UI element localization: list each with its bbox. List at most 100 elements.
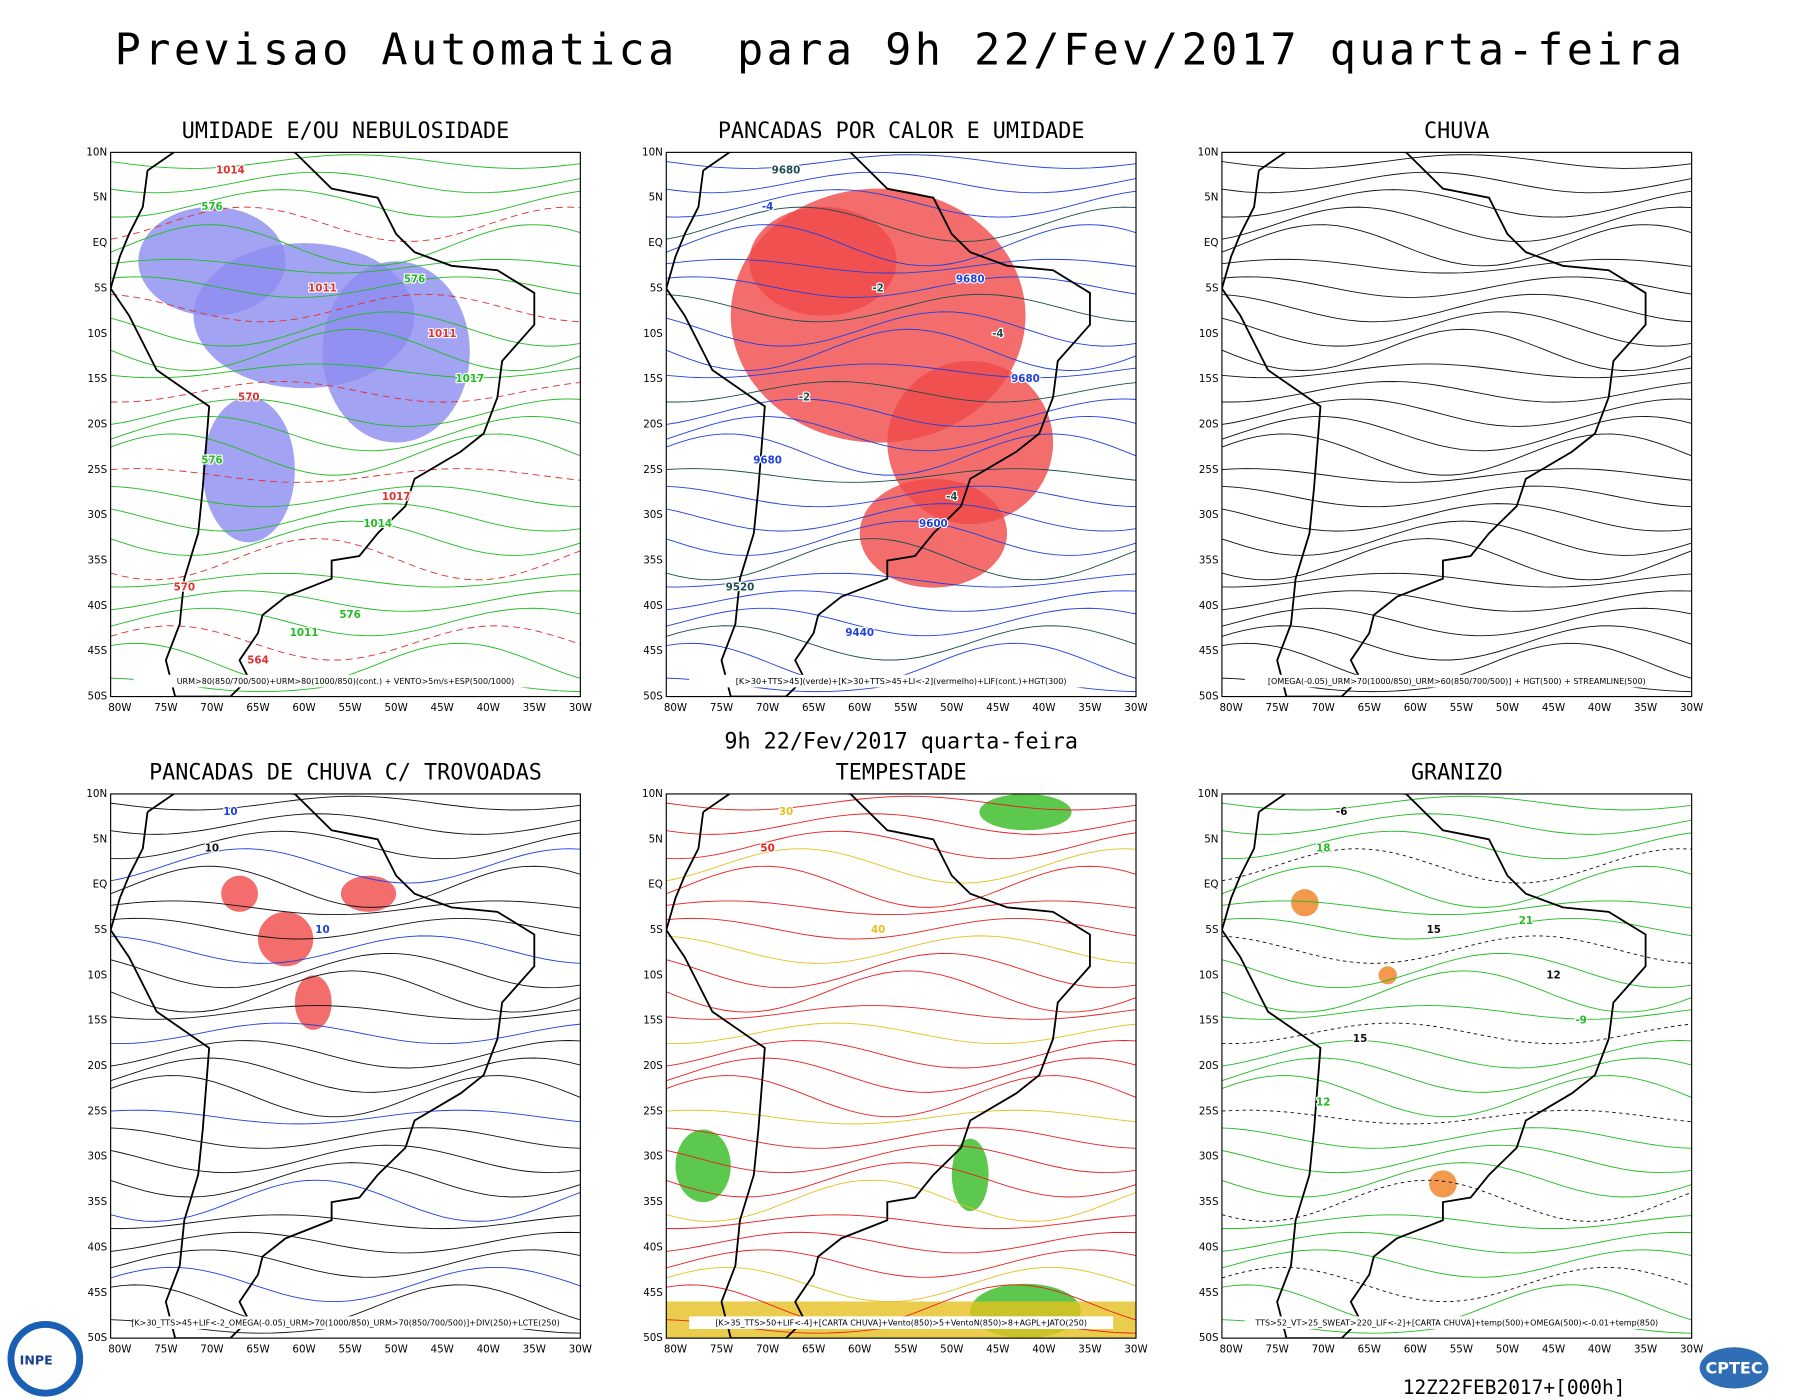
contour-line <box>1221 1005 1692 1020</box>
contour-line <box>110 795 581 811</box>
contour-line <box>666 1109 1137 1125</box>
lat-label: 20S <box>88 418 108 430</box>
contour-line <box>1221 590 1692 612</box>
lon-label: 70W <box>756 702 779 714</box>
contour-line <box>1221 900 1692 916</box>
contour-line <box>110 935 581 964</box>
lon-label: 50W <box>1496 1344 1519 1356</box>
map-panel: GRANIZO TTS>52_VT>25_SWEAT>220_LIF<-2]+[C… <box>1198 760 1704 1355</box>
contour-line <box>110 1231 581 1254</box>
map-caption: URM>80(850/700/500)+URM>80(1000/850)(con… <box>177 677 515 686</box>
caption-box <box>133 1316 558 1329</box>
contour-label: 570 <box>174 582 196 594</box>
map-caption: [K>30+TTS>45](verde)+[K>30+TTS>45+LI<-2]… <box>736 677 1067 686</box>
lat-label: 10S <box>88 328 108 340</box>
lon-label: 60W <box>292 1344 315 1356</box>
contour-line <box>110 1179 581 1222</box>
contour-line <box>1221 293 1692 323</box>
contour-label: 576 <box>201 455 223 467</box>
panel-title: PANCADAS DE CHUVA C/ TROVOADAS <box>149 760 542 785</box>
map-frame <box>1221 151 1693 698</box>
contour-line <box>1221 1179 1692 1222</box>
lon-label: 60W <box>292 702 315 714</box>
map-panel: UMIDADE E/OU NEBULOSIDADE URM>80(850/700/… <box>86 119 592 714</box>
lon-label: 50W <box>940 702 963 714</box>
contour-line <box>1221 276 1692 298</box>
lat-label: 10N <box>642 788 663 800</box>
lat-label: 15S <box>643 1015 663 1027</box>
map-panel: PANCADAS POR CALOR E UMIDADE [K>30+TTS>45… <box>642 119 1148 714</box>
caption-box <box>1244 1316 1669 1329</box>
contour-line <box>1221 1057 1692 1093</box>
panel-title: PANCADAS POR CALOR E UMIDADE <box>718 119 1085 144</box>
lon-label: 60W <box>1404 702 1427 714</box>
contour-label: 9600 <box>919 518 948 530</box>
lat-label: 20S <box>643 418 663 430</box>
contour-line <box>666 900 1137 916</box>
lat-label: 40S <box>643 600 663 612</box>
contour-line <box>666 848 1137 884</box>
contour-line <box>110 485 581 508</box>
map-caption: [K>35_TTS>50+LIF<-4]+[CARTA CHUVA]+Vento… <box>715 1319 1087 1328</box>
contour-label: 570 <box>238 391 260 403</box>
map-layer <box>1221 152 1692 697</box>
contour-line <box>110 1022 581 1045</box>
contour-line <box>666 572 1137 588</box>
contour-label: 50 <box>760 842 774 854</box>
contour-line <box>666 206 1137 242</box>
contour-line <box>1221 1266 1692 1303</box>
contour-label: 9680 <box>753 455 782 467</box>
lat-label: 50S <box>643 691 663 703</box>
lon-label: 40W <box>477 702 500 714</box>
lat-label: 10S <box>643 328 663 340</box>
contour-line <box>1221 328 1692 371</box>
contour-label: 1011 <box>290 627 319 639</box>
contour-line <box>110 328 581 371</box>
contour-line <box>1221 485 1692 508</box>
contour-line <box>1221 1231 1692 1254</box>
contour-line <box>110 900 581 916</box>
lon-label: 70W <box>200 702 223 714</box>
contour-line <box>110 433 581 476</box>
lat-label: 10N <box>1198 788 1219 800</box>
lon-label: 70W <box>200 1344 223 1356</box>
footer: 12Z22FEB2017+[000h] <box>1403 1376 1626 1399</box>
contour-label: -4 <box>946 491 957 503</box>
contour-line <box>110 503 581 532</box>
contour-label: 12 <box>1316 1096 1330 1108</box>
lat-label: EQ <box>93 879 108 891</box>
contour-label: 1011 <box>428 328 457 340</box>
contour-line <box>666 865 1137 908</box>
lon-label: 80W <box>108 1344 131 1356</box>
contour-line <box>110 224 581 267</box>
contour-label: 21 <box>1519 915 1533 927</box>
lon-label: 50W <box>1496 702 1519 714</box>
lon-label: 45W <box>986 702 1009 714</box>
lon-label: 80W <box>664 702 687 714</box>
contour-line <box>1221 538 1692 581</box>
contour-line <box>666 433 1137 476</box>
contour-line <box>110 1127 581 1149</box>
panel-title: TEMPESTADE <box>836 760 967 785</box>
contour-line <box>666 813 1137 835</box>
lon-label: 55W <box>894 702 917 714</box>
contour-line <box>1221 952 1692 989</box>
lon-label: 40W <box>1588 1344 1611 1356</box>
lon-label: 50W <box>940 1344 963 1356</box>
lat-label: 5N <box>93 192 107 204</box>
lat-label: 45S <box>88 645 108 657</box>
cptec-logo: CPTEC <box>1699 1347 1769 1389</box>
lat-label: 50S <box>1199 691 1219 703</box>
contour-line <box>1221 381 1692 403</box>
coastline <box>1221 793 1647 1339</box>
map-layer <box>110 152 581 697</box>
lon-label: 40W <box>1032 1344 1055 1356</box>
shaded-area <box>202 397 295 543</box>
contour-line <box>110 1162 581 1198</box>
lon-label: 70W <box>1312 1344 1335 1356</box>
lat-label: EQ <box>93 237 108 249</box>
lon-label: 75W <box>154 1344 177 1356</box>
contour-line <box>110 381 581 403</box>
contour-line <box>1221 224 1692 267</box>
shaded-area <box>1378 966 1397 985</box>
